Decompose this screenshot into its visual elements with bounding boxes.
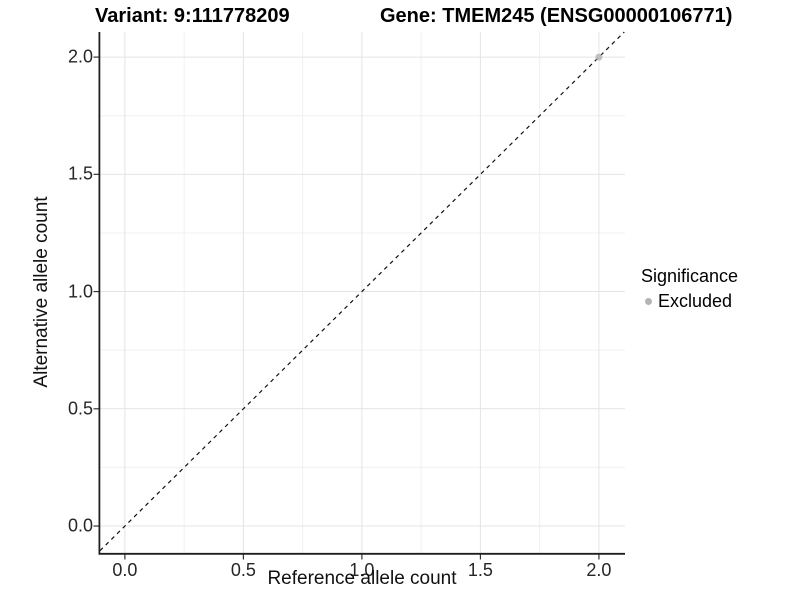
legend-title: Significance [641, 266, 739, 286]
x-tick-label: 0.0 [112, 560, 138, 580]
y-tick-label: 1.0 [67, 281, 93, 302]
legend-key [641, 295, 655, 309]
x-tick-label: 2.0 [586, 560, 612, 580]
x-tick-label: 0.5 [230, 560, 256, 580]
data-point-excluded [595, 53, 603, 61]
y-tick-label: 2.0 [67, 46, 93, 67]
x-tick-label: 1.5 [467, 560, 493, 580]
y-tick-label: 1.5 [67, 163, 93, 184]
x-tick-label: 1.0 [349, 560, 375, 580]
excluded-point-icon [644, 298, 652, 305]
legend-entry-label: Excluded [658, 291, 733, 311]
legend: Significance Excluded [641, 266, 738, 312]
legend-entry-excluded: Excluded [641, 291, 738, 312]
x-axis-title: Reference allele count [267, 568, 457, 589]
y-axis-title: Alternative allele count [31, 196, 52, 388]
identity-dashed-line [99, 31, 625, 552]
plot-title-variant: Variant: 9:111778209 [95, 5, 290, 27]
y-tick-label: 0.5 [67, 398, 93, 419]
plot-title-gene: Gene: TMEM245 (ENSG00000106771) [380, 5, 733, 27]
y-tick-label: 0.0 [67, 515, 93, 536]
